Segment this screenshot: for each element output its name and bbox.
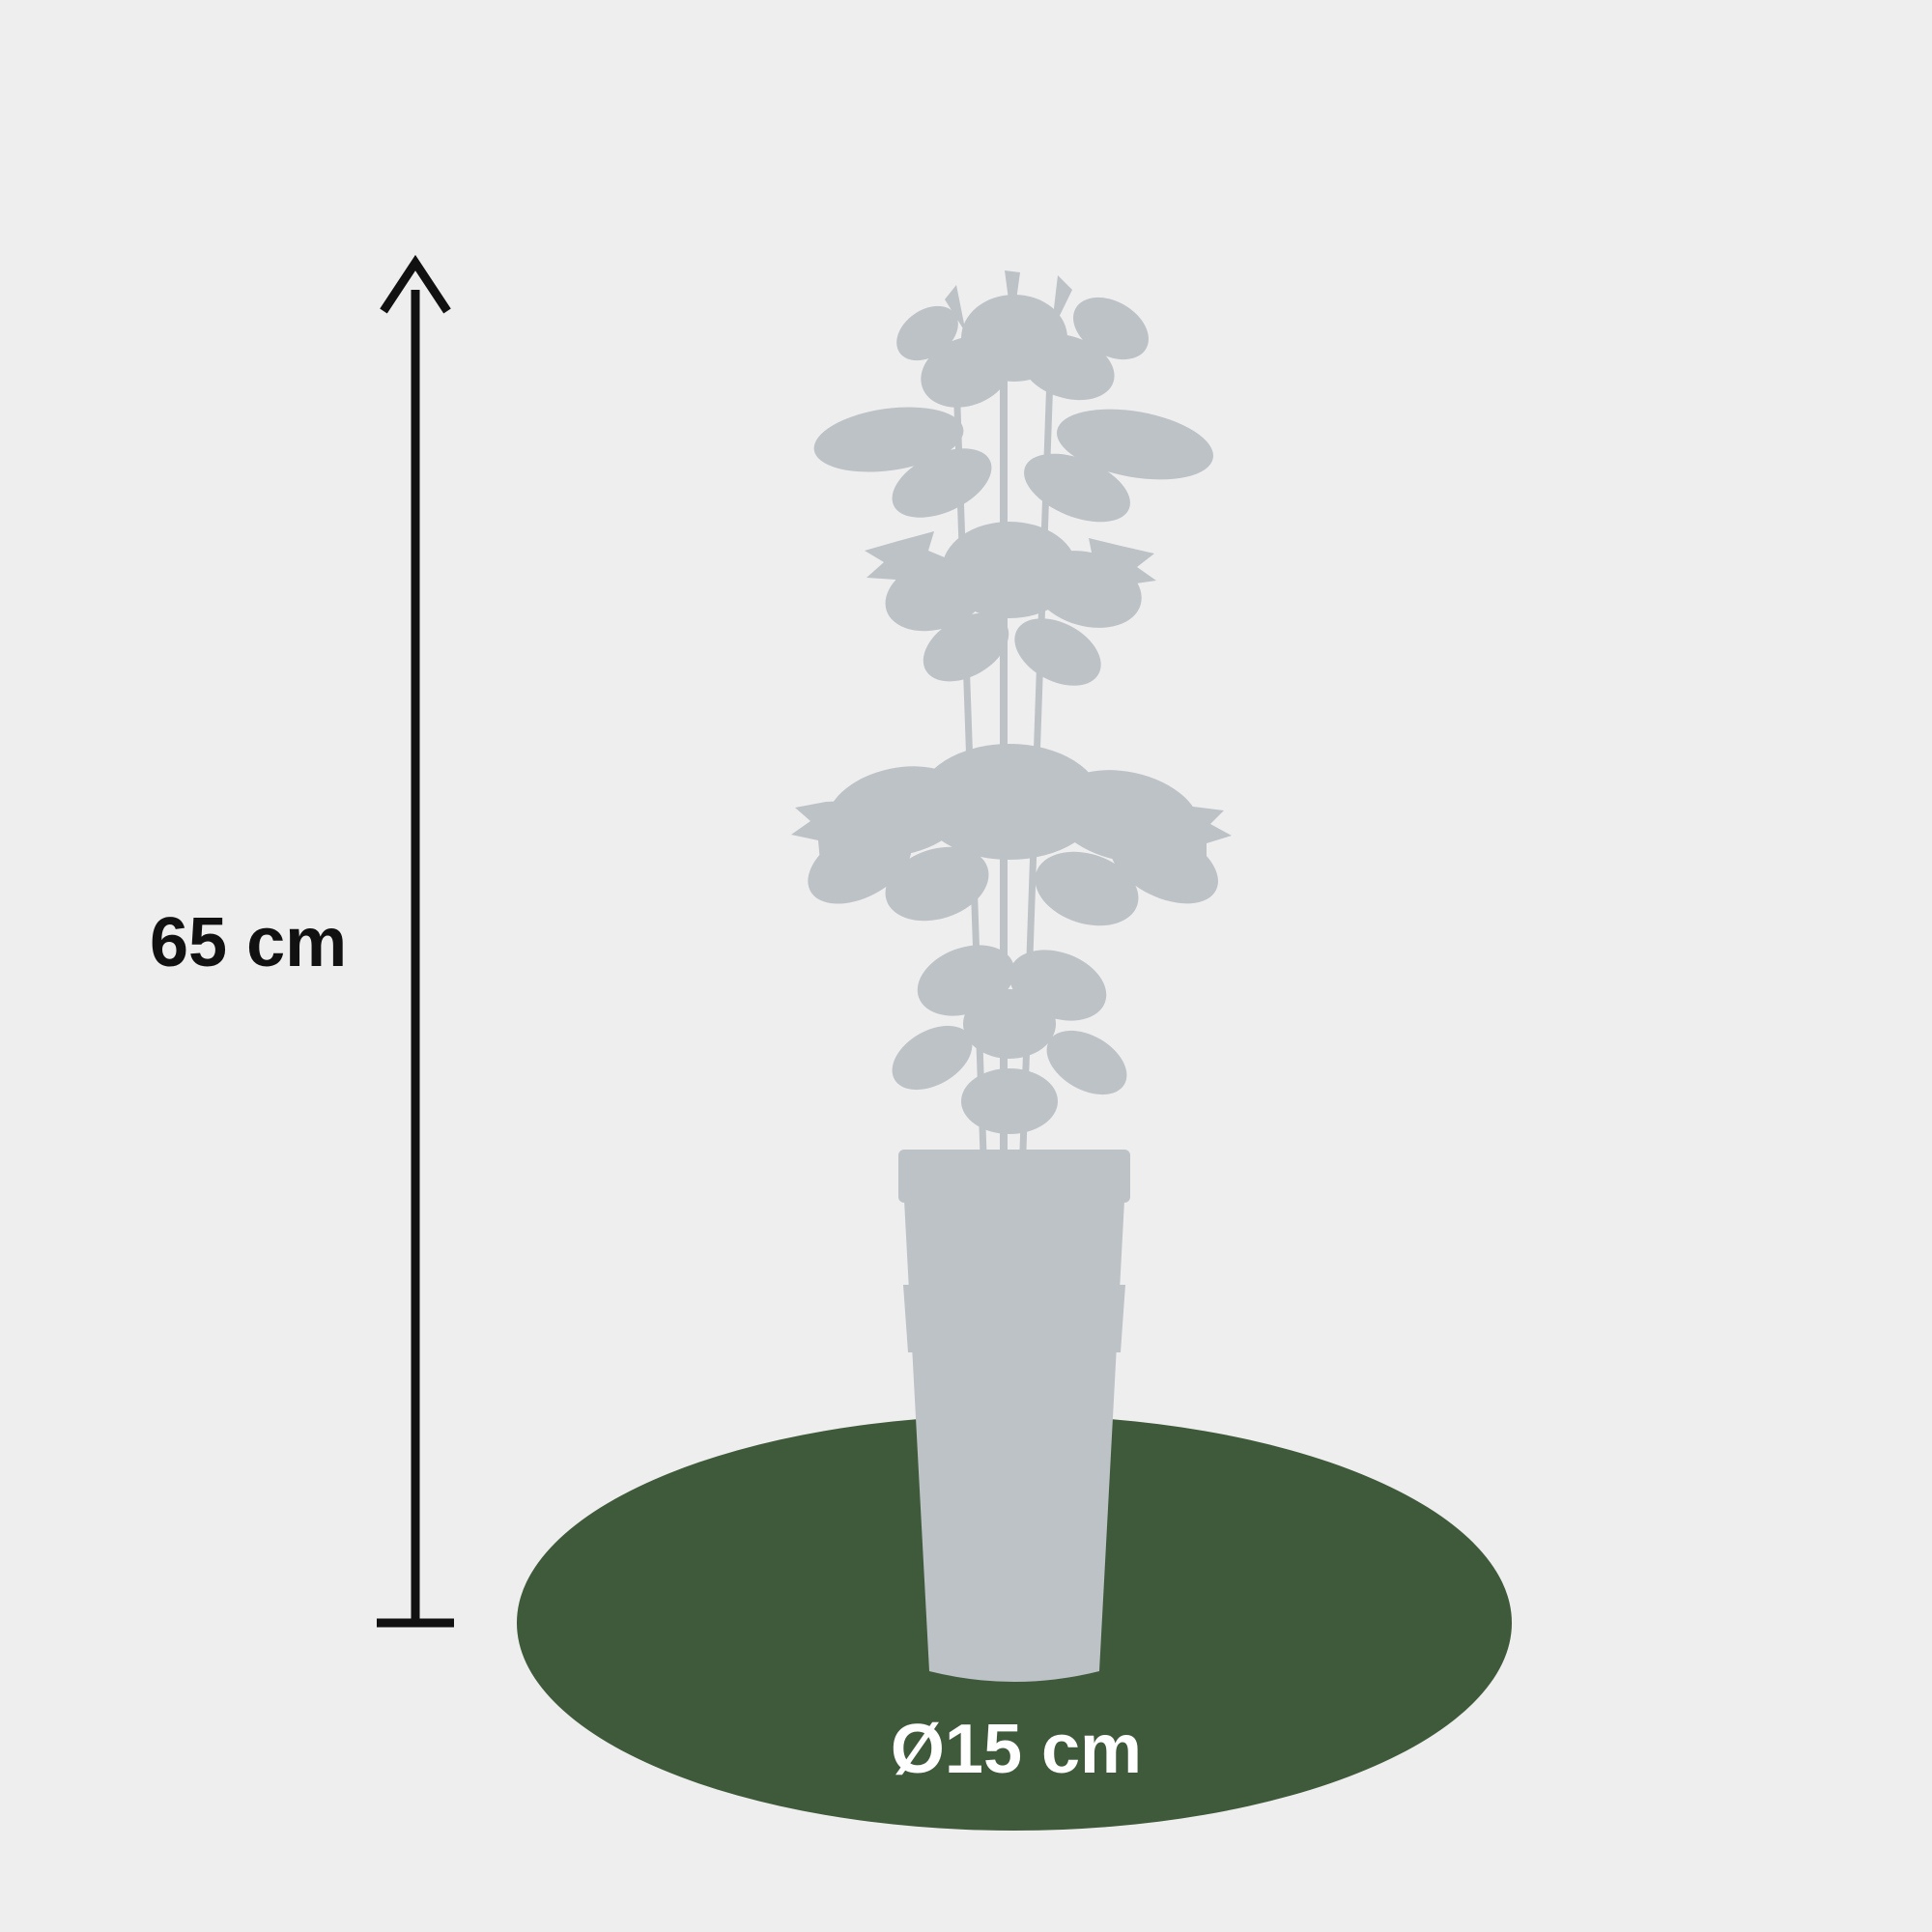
- plant-silhouette: [791, 270, 1232, 1159]
- height-arrow: [377, 263, 454, 1623]
- diagram-canvas: 65 cm Ø15 cm: [0, 0, 1932, 1932]
- diameter-label: Ø15 cm: [847, 1710, 1185, 1789]
- height-label: 65 cm: [150, 903, 347, 982]
- pot-silhouette: [898, 1150, 1130, 1682]
